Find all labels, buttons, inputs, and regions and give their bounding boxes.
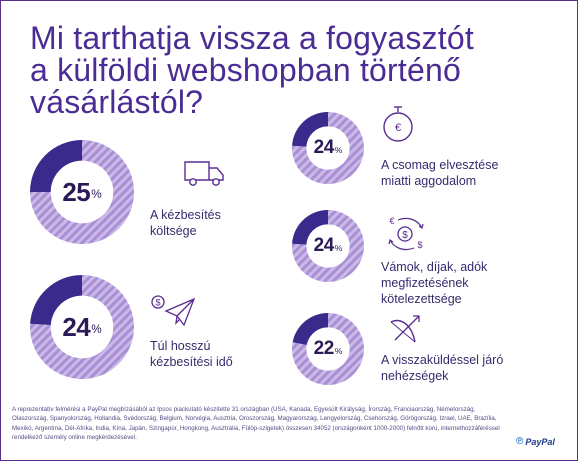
donut-value-segment [30, 140, 82, 192]
title-line: a külföldi webshopban történő [30, 52, 461, 88]
label-line: A visszaküldéssel járó [381, 353, 504, 367]
percent-sign: % [91, 188, 102, 202]
donut-remaining-segment [30, 140, 134, 244]
donut-delivery-cost: 25% [30, 140, 134, 244]
label-line: A kézbesítés [150, 208, 221, 222]
donut-remaining-segment [29, 275, 134, 379]
percent-value: 25 [62, 176, 91, 207]
donut-ring [30, 140, 134, 244]
percent-sign: % [334, 346, 343, 357]
svg-text:€: € [389, 216, 394, 226]
donut-remaining-segment [292, 313, 364, 385]
percent-value: 22 [313, 338, 335, 359]
percent-sign: % [334, 145, 343, 156]
donut-delivery-time: 24% [29, 275, 134, 379]
donut-hole [306, 327, 350, 371]
stopwatch-icon: € [380, 104, 416, 149]
percent-value: 24 [62, 311, 91, 342]
donut-value-segment [292, 112, 328, 147]
label-customs-fees: Vámok, díjak, adók megfizetésének kötele… [381, 259, 487, 307]
label-line: költsége [150, 224, 197, 238]
donut-package-loss: 24% [292, 112, 364, 184]
svg-text:€: € [395, 122, 401, 134]
label-package-loss: A csomag elvesztése miatti aggodalom [381, 157, 498, 189]
label-line: kézbesítési idő [150, 355, 233, 369]
percent-sign: % [91, 323, 102, 337]
label-line: Vámok, díjak, adók [381, 260, 488, 274]
label-delivery-cost: A kézbesítés költsége [150, 207, 221, 239]
label-line: A csomag elvesztése [381, 158, 499, 172]
paypal-p-icon: ℗ [516, 436, 524, 447]
percent-sign: % [334, 243, 343, 254]
svg-text:$: $ [402, 230, 408, 241]
donut-returns: 22% [292, 313, 364, 385]
paper-plane-money-icon: $ [150, 293, 196, 334]
donut-remaining-segment [292, 210, 364, 282]
donut-value-segment [30, 275, 83, 326]
survey-footnote: A reprezentatív felmérési a PayPal megbí… [12, 406, 500, 442]
label-line: kötelezettsége [381, 292, 462, 306]
percent-value: 24 [313, 137, 335, 158]
donut-remaining-segment [292, 112, 364, 184]
page-title: Mi tarthatja vissza a fogyasztót a külfö… [30, 20, 474, 120]
label-line: Túl hosszú [150, 339, 211, 353]
label-delivery-time: Túl hosszú kézbesítési idő [150, 338, 233, 370]
donut-hole [306, 224, 350, 268]
donut-ring [292, 112, 364, 184]
donut-hole [306, 126, 350, 170]
paypal-logo: ℗ PayPal [516, 436, 555, 447]
donut-customs-fees: 24% [292, 210, 364, 282]
donut-hole [50, 295, 114, 359]
percent-value: 24 [313, 235, 335, 256]
donut-hole [50, 160, 114, 224]
title-line: Mi tarthatja vissza a fogyasztót [30, 20, 474, 56]
label-returns: A visszaküldéssel járó nehézségek [381, 352, 503, 384]
label-line: megfizetésének [381, 276, 469, 290]
label-line: miatti aggodalom [381, 174, 477, 188]
bow-arrow-icon [385, 312, 425, 353]
svg-text:$: $ [155, 298, 160, 308]
donut-value-segment [292, 313, 328, 345]
delivery-truck-icon [183, 158, 225, 193]
svg-text:$: $ [417, 240, 422, 250]
brand-name: PayPal [525, 436, 555, 447]
title-line: vásárlástól? [30, 84, 204, 120]
label-line: nehézségek [381, 369, 449, 383]
donut-ring [292, 313, 364, 385]
donut-value-segment [292, 210, 328, 245]
donut-ring [292, 210, 364, 282]
donut-ring [29, 275, 134, 379]
money-exchange-icon: $ € $ [386, 214, 428, 259]
